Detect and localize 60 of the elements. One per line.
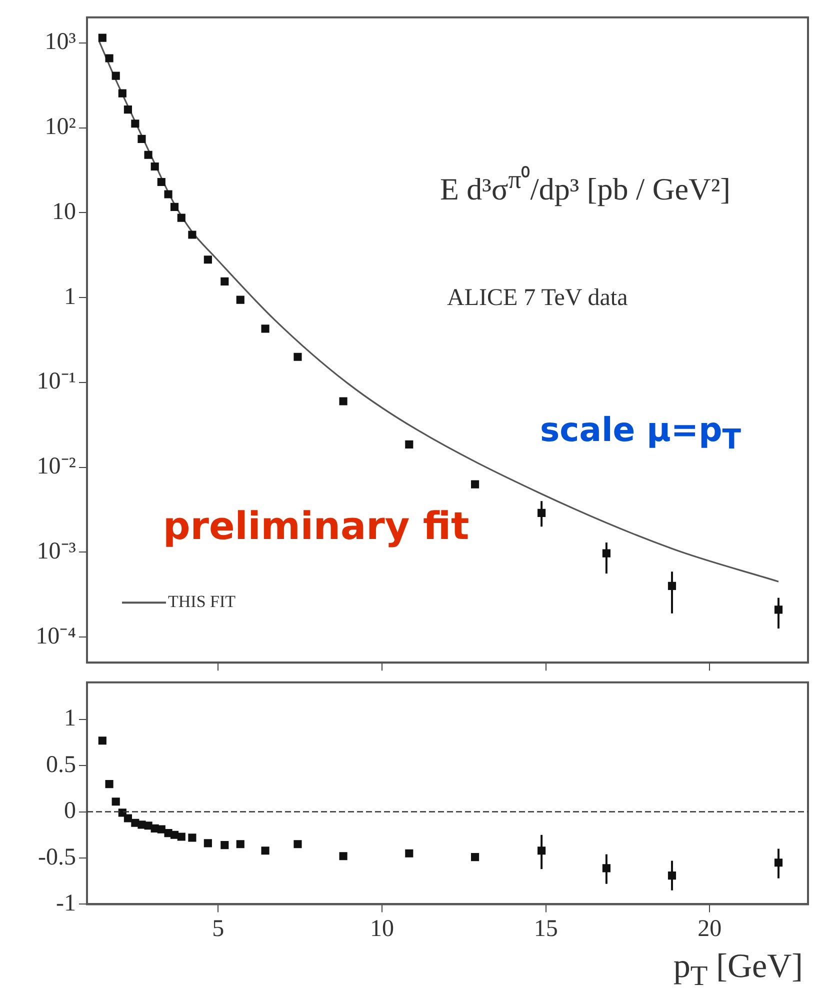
point [105, 780, 114, 788]
point [124, 106, 132, 114]
point [177, 214, 186, 222]
point [236, 840, 244, 848]
point [98, 34, 106, 42]
point [105, 54, 114, 62]
annotation: scale μ=p$_{T}$ [540, 410, 741, 456]
point [294, 840, 302, 848]
annotation: preliminary fit [163, 504, 470, 548]
point [220, 277, 229, 286]
point [339, 852, 348, 860]
y-tick-label: 1 [64, 706, 76, 732]
point [118, 89, 126, 98]
y-tick-label: 10³ [44, 29, 76, 56]
y-tick-label: 0.5 [46, 752, 76, 778]
x-tick-label: 10 [370, 916, 394, 942]
legend-label: THIS FIT [168, 592, 236, 612]
y-axis-title: E d³σ$^{π⁰}$/dp³ [pb / GeV²] [440, 164, 730, 208]
y-tick-label: 10⁻² [36, 454, 76, 480]
point [144, 150, 152, 159]
point [339, 397, 348, 406]
y-tick-label: 0 [64, 798, 76, 824]
point [220, 841, 229, 850]
point [150, 162, 159, 171]
point [164, 190, 172, 198]
point [177, 832, 186, 841]
point [261, 846, 270, 855]
point [112, 798, 120, 806]
y-tick-label: 10⁻¹ [36, 368, 76, 395]
point [204, 839, 212, 848]
point [124, 814, 132, 822]
point [131, 120, 140, 128]
point [236, 296, 244, 304]
y-tick-label: 10⁻³ [36, 538, 76, 564]
point [405, 849, 414, 858]
y-tick-label: 1 [64, 284, 76, 310]
point [188, 834, 196, 842]
x-tick-label: 20 [698, 916, 722, 942]
point [405, 440, 414, 448]
point [144, 822, 152, 830]
point [170, 202, 179, 211]
x-tick-label: 15 [534, 916, 558, 942]
y-tick-label: -0.5 [38, 844, 76, 870]
y-tick-label: -1 [56, 890, 76, 916]
y-tick-label: 10⁻⁴ [36, 623, 76, 650]
x-tick-label: 5 [212, 916, 224, 942]
point [157, 178, 166, 186]
point [204, 256, 212, 264]
point [138, 134, 146, 143]
point [470, 480, 480, 488]
annotation: ALICE 7 TeV data [447, 285, 628, 312]
point [470, 853, 480, 862]
point [98, 736, 106, 745]
point [261, 324, 270, 333]
x-axis-title: p$_{T}$ [GeV] [673, 948, 803, 993]
point [294, 352, 302, 361]
y-tick-label: 10² [44, 114, 76, 140]
y-tick-label: 10 [52, 198, 76, 225]
point [188, 230, 196, 239]
point [112, 72, 120, 80]
